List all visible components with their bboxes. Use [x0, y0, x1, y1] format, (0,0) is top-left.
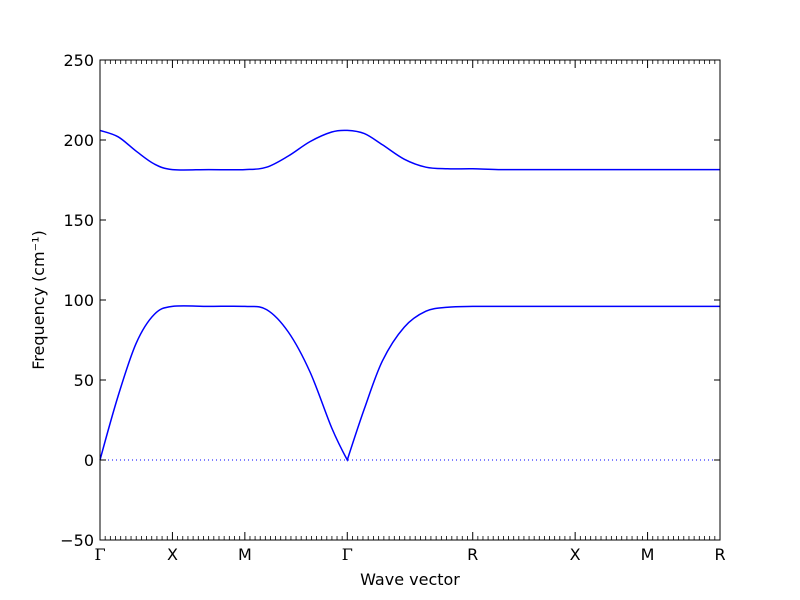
- x-tick-label: X: [570, 545, 581, 564]
- y-tick-label: −50: [60, 531, 94, 550]
- x-tick-label: Γ: [94, 545, 105, 564]
- x-tick-label: M: [238, 545, 252, 564]
- x-tick-label: X: [167, 545, 178, 564]
- x-tick-label: Γ: [342, 545, 353, 564]
- y-tick-label: 100: [63, 291, 94, 310]
- y-tick-label: 250: [63, 51, 94, 70]
- tick-marks-group: [99, 59, 721, 541]
- x-tick-label: R: [467, 545, 478, 564]
- y-tick-label: 200: [63, 131, 94, 150]
- series-line-1: [99, 129, 720, 171]
- x-tick-label: R: [714, 545, 725, 564]
- y-tick-label: 0: [84, 451, 94, 470]
- x-axis-label: Wave vector: [360, 570, 460, 589]
- y-tick-label: 50: [74, 371, 94, 390]
- series-group: [99, 129, 720, 462]
- y-tick-label: 150: [63, 211, 94, 230]
- plot-frame: [99, 59, 721, 541]
- series-line-0: [99, 305, 720, 462]
- x-tick-label: M: [641, 545, 655, 564]
- y-axis-label: Frequency (cm⁻¹): [29, 230, 48, 369]
- y-tick-labels: 250 200 150 100 50 0 −50: [60, 51, 94, 550]
